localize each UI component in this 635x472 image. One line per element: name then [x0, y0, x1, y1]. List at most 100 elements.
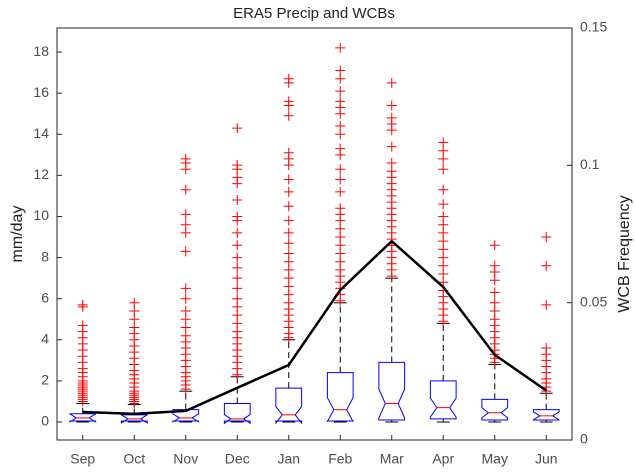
- outlier: [438, 199, 449, 210]
- y-tick-label: 18: [33, 43, 49, 59]
- x-tick-label: Jan: [277, 451, 300, 467]
- x-tick-label: Oct: [123, 451, 145, 467]
- outlier: [541, 260, 552, 271]
- outlier: [386, 100, 397, 111]
- outlier: [232, 123, 243, 134]
- outlier: [386, 77, 397, 88]
- outlier: [77, 299, 88, 310]
- outlier: [386, 141, 397, 152]
- x-tick-label: Apr: [432, 451, 454, 467]
- line: [82, 239, 547, 416]
- outlier: [232, 252, 243, 263]
- x-tick-label: Sep: [70, 451, 95, 467]
- outlier: [180, 209, 191, 220]
- outlier: [335, 121, 346, 132]
- x-tick-label: May: [482, 451, 508, 467]
- y-tick-label: 4: [41, 331, 49, 347]
- outlier: [386, 112, 397, 123]
- outlier: [232, 262, 243, 273]
- outlier: [335, 86, 346, 97]
- outlier: [283, 248, 294, 259]
- outlier: [77, 320, 88, 331]
- box: [172, 409, 200, 423]
- box: [275, 387, 303, 425]
- outlier: [180, 283, 191, 294]
- outlier: [283, 227, 294, 238]
- box: [223, 403, 251, 425]
- outlier: [283, 174, 294, 185]
- outlier: [541, 232, 552, 243]
- outlier: [283, 201, 294, 212]
- outlier: [489, 240, 500, 251]
- y2-tick-label: 0: [580, 431, 588, 447]
- box: [532, 409, 560, 421]
- outlier: [283, 110, 294, 121]
- outlier: [232, 293, 243, 304]
- outlier: [438, 137, 449, 148]
- outlier: [232, 227, 243, 238]
- outlier: [335, 186, 346, 197]
- outlier: [283, 215, 294, 226]
- box: [326, 372, 354, 422]
- y-tick-label: 10: [33, 207, 49, 223]
- outlier: [489, 297, 500, 308]
- outlier: [232, 283, 243, 294]
- outlier: [335, 42, 346, 53]
- x-tick-label: Dec: [225, 451, 250, 467]
- outlier: [541, 299, 552, 310]
- y-tick-label: 2: [41, 372, 49, 388]
- outlier: [335, 203, 346, 214]
- outlier: [335, 65, 346, 76]
- x-tick-label: Feb: [328, 451, 352, 467]
- x-tick-label: Mar: [380, 451, 404, 467]
- y2-axis-label: WCB Frequency: [616, 195, 633, 312]
- outlier: [386, 158, 397, 169]
- outlier: [283, 73, 294, 84]
- outlier: [335, 96, 346, 107]
- box: [429, 380, 457, 420]
- outlier: [489, 287, 500, 298]
- outlier: [180, 246, 191, 257]
- outlier: [232, 195, 243, 206]
- y-tick-label: 12: [33, 166, 49, 182]
- outlier: [283, 147, 294, 158]
- chart-title: ERA5 Precip and WCBs: [233, 5, 395, 22]
- y-tick-label: 8: [41, 248, 49, 264]
- outlier: [283, 238, 294, 249]
- box: [481, 398, 509, 421]
- box: [120, 414, 148, 424]
- outlier: [283, 186, 294, 197]
- x-tick-label: Nov: [173, 451, 198, 467]
- outlier: [438, 164, 449, 175]
- outlier: [232, 273, 243, 284]
- box: [378, 361, 406, 421]
- y2-tick-label: 0.15: [580, 19, 607, 35]
- y-tick-label: 0: [41, 413, 49, 429]
- outlier: [335, 164, 346, 175]
- outlier: [489, 260, 500, 271]
- y-tick-label: 16: [33, 84, 49, 100]
- outlier: [283, 96, 294, 107]
- outlier: [232, 211, 243, 222]
- y-axis-label: mm/day: [9, 206, 26, 263]
- outlier: [232, 160, 243, 171]
- y2-tick-label: 0.1: [580, 156, 600, 172]
- outlier: [232, 240, 243, 251]
- outlier: [129, 297, 140, 308]
- outlier: [438, 211, 449, 222]
- y2-tick-label: 0.05: [580, 293, 607, 309]
- outlier: [180, 184, 191, 195]
- y-tick-label: 6: [41, 289, 49, 305]
- outlier: [180, 153, 191, 164]
- plot-frame: [56, 27, 573, 441]
- outlier: [335, 174, 346, 185]
- outlier: [180, 219, 191, 230]
- outlier: [180, 306, 191, 317]
- y-tick-label: 14: [33, 125, 49, 141]
- box: [69, 413, 97, 423]
- outlier: [335, 143, 346, 154]
- x-tick-label: Jun: [535, 451, 558, 467]
- outlier: [180, 293, 191, 304]
